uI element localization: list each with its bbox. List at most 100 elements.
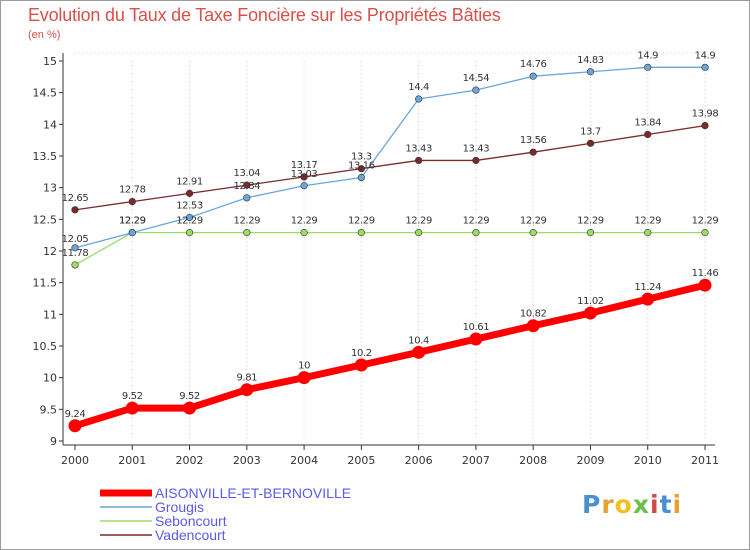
data-point — [415, 156, 423, 165]
legend: AISONVILLE-ET-BERNOVILLEGrougisSeboncour… — [100, 485, 351, 543]
y-tick-label: 14 — [43, 118, 57, 131]
data-label: 13.17 — [291, 160, 318, 171]
data-point — [701, 63, 709, 71]
x-tick-label: 2008 — [519, 454, 547, 467]
data-label: 11.78 — [62, 248, 89, 259]
data-point — [586, 68, 595, 76]
data-label: 14.9 — [695, 50, 716, 61]
chart-title: Evolution du Taux de Taxe Foncière sur l… — [28, 5, 501, 25]
data-point — [583, 306, 597, 320]
axes: 9 9.5 10 10.5 11 11.5 12 12.5 13 13.5 14 14.5 15 2000… — [33, 53, 719, 467]
series-line-seboncourt — [74, 231, 705, 266]
data-point — [243, 181, 251, 189]
data-point — [68, 419, 82, 433]
data-label: 12.29 — [463, 216, 490, 227]
data-point — [644, 229, 652, 237]
data-label: 10.82 — [520, 309, 547, 320]
data-point — [243, 229, 251, 237]
data-label: 9.24 — [65, 409, 86, 420]
x-tick-label: 2006 — [405, 454, 433, 467]
y-tick-label: 10 — [43, 372, 57, 385]
data-point — [698, 278, 712, 292]
data-label: 14.83 — [577, 55, 604, 66]
data-point — [357, 165, 365, 173]
data-label: 14.54 — [463, 73, 490, 84]
data-label: 12.29 — [348, 216, 375, 227]
logo-letter: o — [614, 490, 633, 519]
x-tick-label: 2002 — [176, 454, 204, 467]
data-point — [357, 229, 365, 237]
legend-label: Grougis — [155, 499, 204, 515]
x-tick-label: 2007 — [462, 454, 490, 467]
data-label: 12.29 — [119, 216, 146, 227]
data-label: 9.81 — [236, 373, 257, 384]
data-label: 10.4 — [408, 335, 429, 346]
data-point — [472, 86, 480, 94]
logo-letter: x — [632, 490, 650, 519]
y-tick-label: 12.5 — [33, 213, 58, 226]
data-label: 12.29 — [176, 216, 203, 227]
data-point — [185, 229, 194, 237]
data-label: 10 — [298, 361, 310, 372]
data-label: 12.78 — [119, 185, 146, 196]
logo-letter: t — [659, 490, 673, 519]
data-point — [529, 72, 537, 80]
x-tick-label: 2010 — [634, 454, 662, 467]
data-label: 12.29 — [233, 216, 260, 227]
y-tick-label: 9 — [50, 435, 57, 448]
data-point — [357, 173, 365, 182]
data-label: 11.24 — [634, 282, 661, 293]
logo-letter: r — [601, 490, 615, 519]
data-point — [183, 401, 197, 415]
data-point — [185, 213, 194, 222]
data-point — [415, 95, 423, 103]
data-point — [472, 229, 480, 237]
data-point — [529, 148, 537, 156]
data-label: 12.29 — [405, 216, 432, 227]
y-tick-label: 15 — [43, 55, 57, 68]
data-label: 12.05 — [62, 234, 89, 245]
data-point — [529, 229, 537, 237]
data-label: 10.61 — [463, 322, 490, 333]
y-tick-label: 11 — [43, 308, 57, 321]
data-point — [586, 229, 595, 237]
data-point — [300, 229, 308, 237]
x-tick-label: 2009 — [576, 454, 604, 467]
data-point — [243, 194, 251, 202]
data-point — [128, 198, 136, 206]
data-point — [240, 383, 254, 397]
y-tick-label: 13 — [43, 182, 57, 195]
x-tick-label: 2003 — [233, 454, 261, 467]
series-line-vadencourt — [74, 124, 706, 211]
logo-letter: i — [672, 490, 683, 519]
data-point — [297, 371, 311, 385]
data-label: 10.2 — [351, 348, 372, 359]
data-point — [71, 261, 79, 269]
data-label: 9.52 — [122, 391, 143, 402]
data-point — [185, 189, 194, 197]
data-point — [354, 358, 368, 372]
data-label: 13.43 — [405, 143, 432, 154]
data-label: 12.29 — [119, 216, 146, 227]
data-point — [128, 229, 136, 237]
data-label: 12.65 — [62, 193, 89, 204]
data-point — [469, 332, 483, 346]
data-labels: 9.24 9.52 9.52 9.81 10 10.2 10.4 10.61 10.82 11.0… — [62, 50, 719, 419]
data-label: 13.03 — [291, 169, 318, 180]
x-tick-label: 2005 — [347, 454, 375, 467]
series-group — [68, 63, 712, 433]
data-point — [412, 345, 426, 359]
data-label: 12.53 — [176, 200, 203, 211]
y-tick-label: 9.5 — [40, 403, 58, 416]
proxiti-logo: Proxiti — [582, 490, 682, 519]
data-label: 12.29 — [692, 216, 719, 227]
data-label: 14.76 — [520, 59, 547, 70]
data-point — [644, 130, 652, 139]
y-tick-label: 11.5 — [33, 277, 58, 290]
data-point — [415, 229, 423, 237]
x-tick-label: 2004 — [290, 454, 318, 467]
data-point — [641, 292, 655, 306]
data-label: 14.9 — [637, 50, 658, 61]
data-label: 12.84 — [233, 181, 260, 192]
